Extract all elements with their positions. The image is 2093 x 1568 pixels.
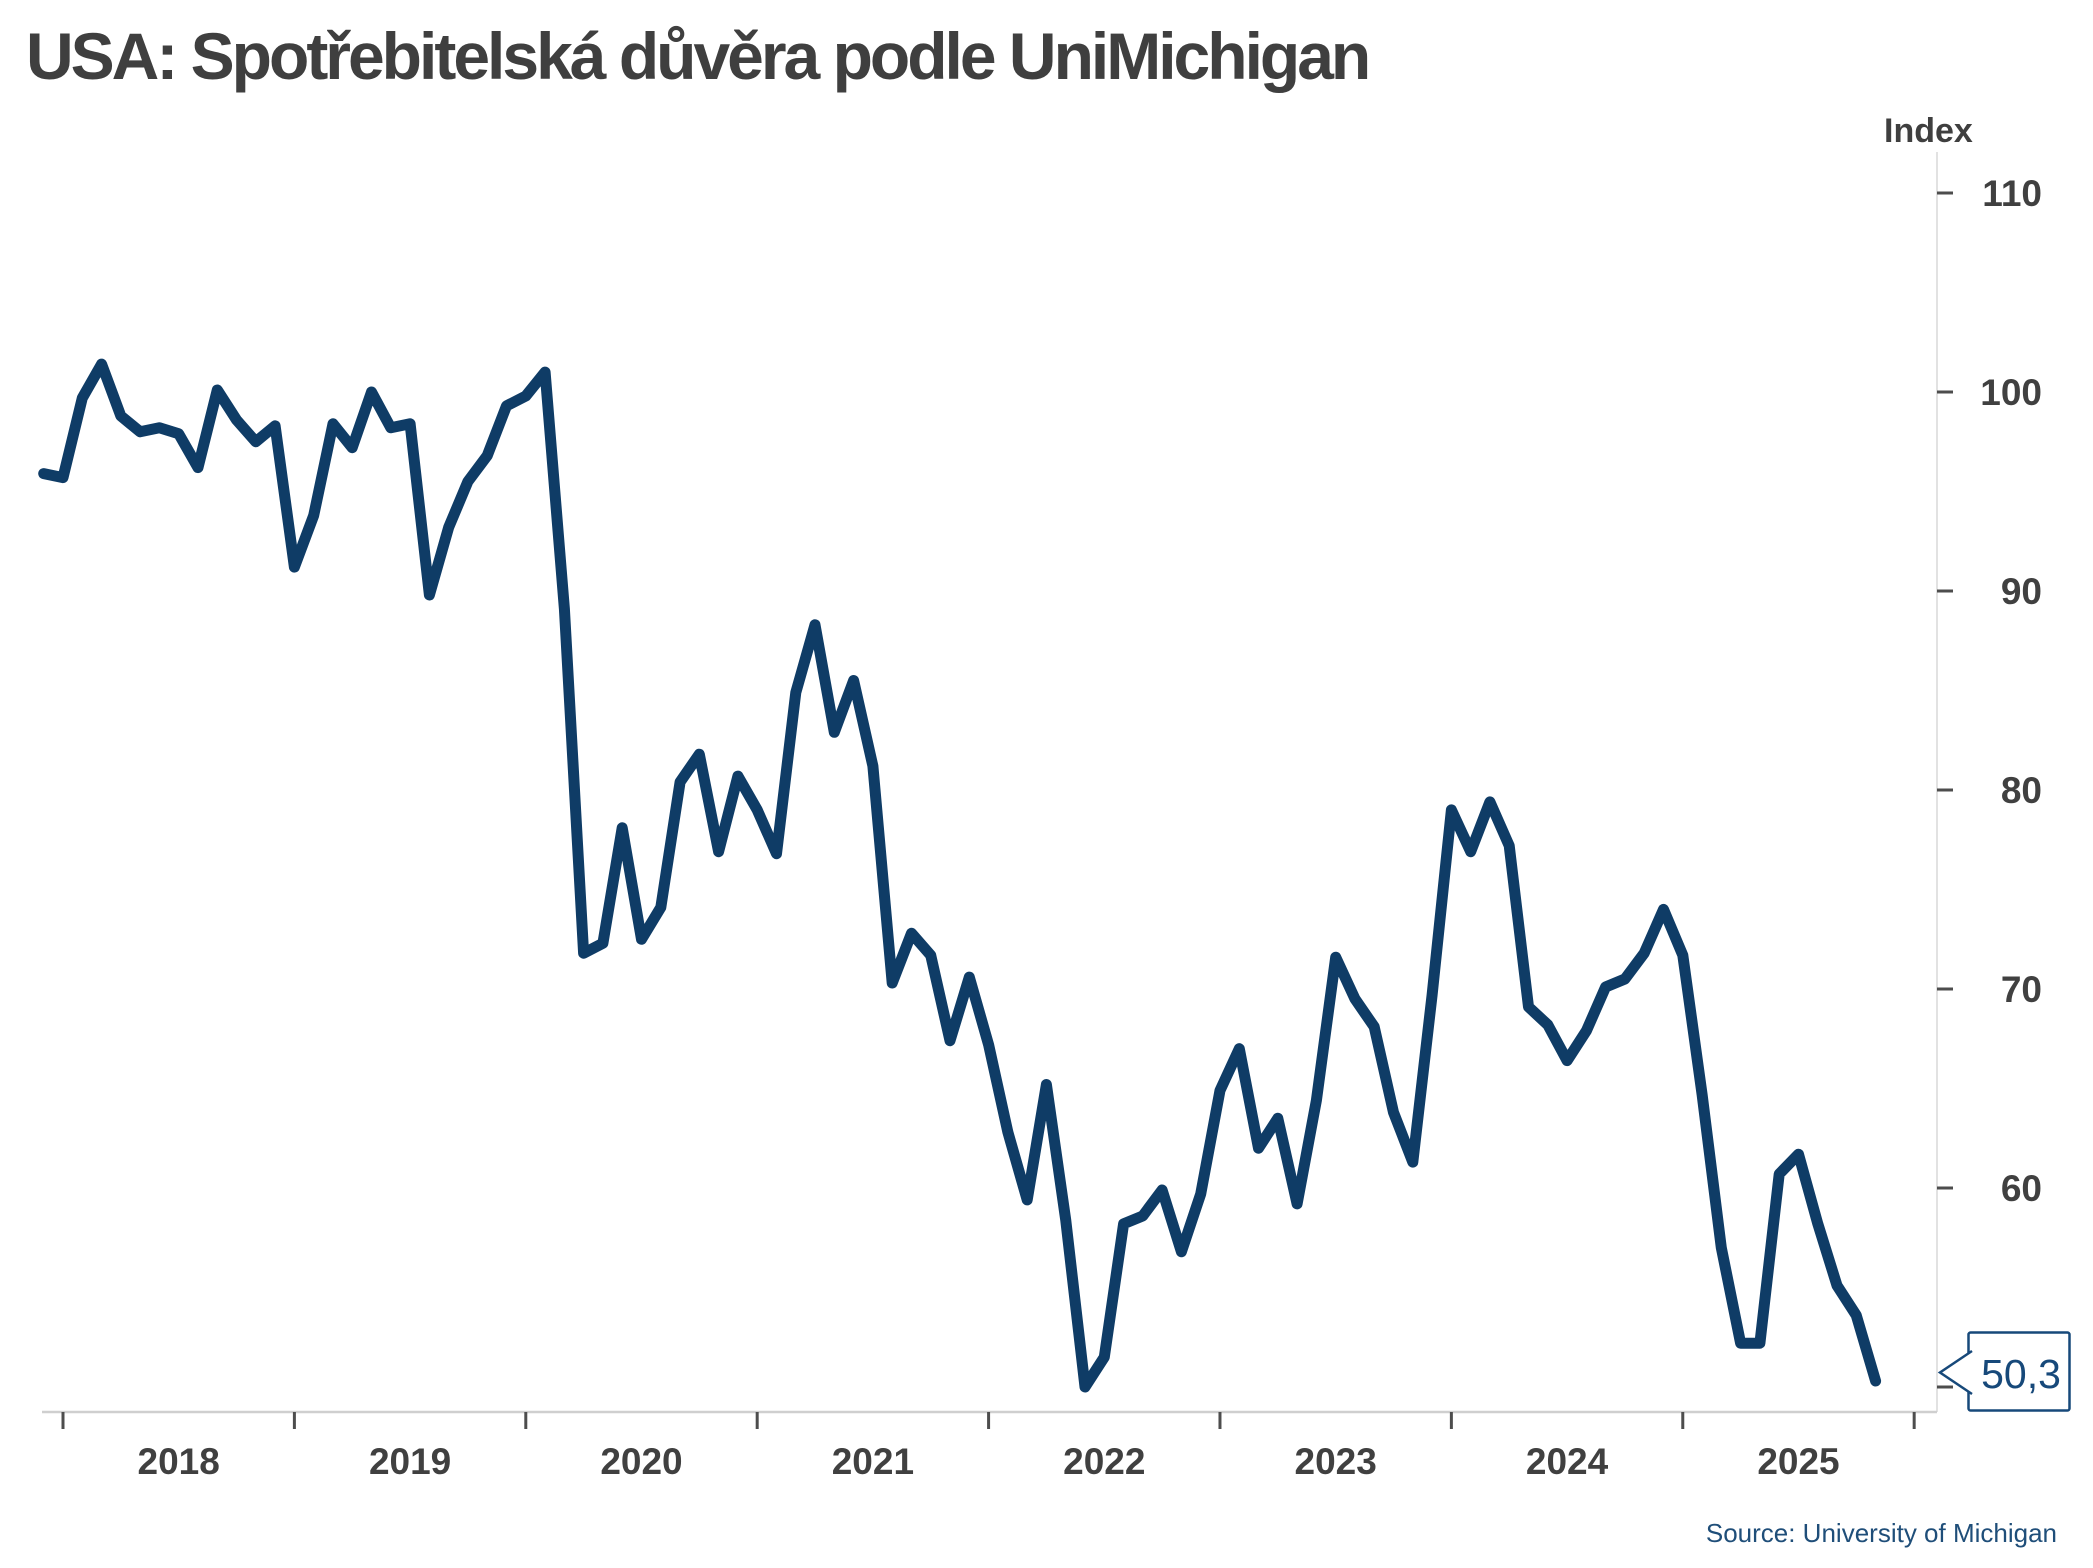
y-axis-title: Index <box>1884 112 1973 150</box>
x-year-label-2019: 2019 <box>369 1441 451 1482</box>
y-tick-label-110: 110 <box>1982 173 2042 214</box>
last-value-callout: 50,3 <box>1937 1331 2071 1412</box>
x-axis-labels: 2018 2019 2020 2021 2022 2023 2024 2025 <box>138 1441 1840 1482</box>
y-tick-label-80: 80 <box>2001 770 2042 811</box>
y-axis-ticks <box>1937 191 1953 1389</box>
x-year-label-2018: 2018 <box>138 1441 220 1482</box>
page-title: USA: Spotřebitelská důvěra podle UniMich… <box>26 19 1371 93</box>
x-axis-ticks <box>61 1412 1916 1429</box>
x-year-label-2023: 2023 <box>1295 1441 1377 1482</box>
y-tick-label-100: 100 <box>1980 372 2042 413</box>
x-year-label-2024: 2024 <box>1526 1441 1609 1482</box>
callout-value: 50,3 <box>1981 1351 2061 1397</box>
x-year-label-2022: 2022 <box>1063 1441 1145 1482</box>
y-axis-labels: 110 100 90 80 70 60 <box>1980 173 2042 1209</box>
y-tick-label-70: 70 <box>2001 969 2042 1010</box>
x-year-label-2021: 2021 <box>832 1441 914 1482</box>
x-year-label-2025: 2025 <box>1757 1441 1839 1482</box>
callout-arrow-icon <box>1937 1349 1973 1396</box>
y-tick-label-90: 90 <box>2001 571 2042 612</box>
y-tick-label-60: 60 <box>2001 1168 2042 1209</box>
source-note: Source: University of Michigan <box>1705 1518 2057 1548</box>
x-year-label-2020: 2020 <box>600 1441 682 1482</box>
sentiment-series-line <box>38 358 1882 1393</box>
